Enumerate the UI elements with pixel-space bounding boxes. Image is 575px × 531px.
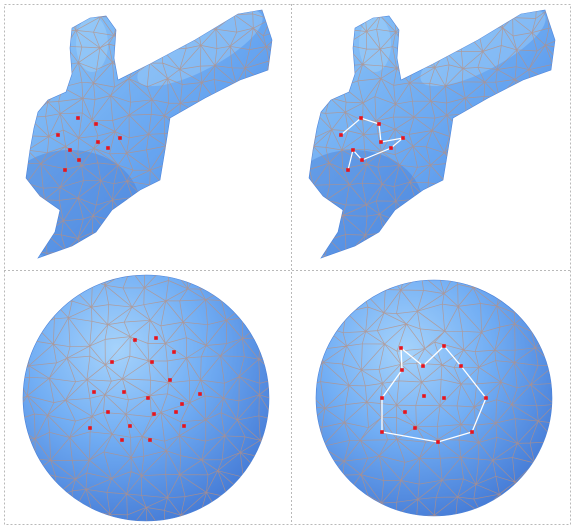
mesh-edges <box>23 275 269 521</box>
sample-point <box>133 338 137 342</box>
sample-point <box>106 410 110 414</box>
sample-points <box>380 344 488 444</box>
sample-point <box>174 410 178 414</box>
sample-point <box>380 430 384 434</box>
sample-point <box>339 133 343 137</box>
sample-points <box>339 116 405 172</box>
sample-point <box>377 122 381 126</box>
sample-point <box>346 168 350 172</box>
sample-point <box>400 368 404 372</box>
sample-point <box>421 364 425 368</box>
sphere-mesh <box>22 274 270 522</box>
sample-point <box>172 350 176 354</box>
sample-point <box>442 344 446 348</box>
panel-sphere-polyline <box>315 279 553 517</box>
sample-point <box>198 392 202 396</box>
sample-point <box>92 390 96 394</box>
sample-point <box>389 146 393 150</box>
sample-point <box>403 410 407 414</box>
sample-point <box>77 158 81 162</box>
sample-points <box>56 116 122 172</box>
sample-point <box>150 360 154 364</box>
sample-point <box>359 116 363 120</box>
sample-point <box>56 133 60 137</box>
sample-point <box>94 122 98 126</box>
panel-bunny-points <box>25 9 273 259</box>
sample-point <box>380 396 384 400</box>
sample-point <box>154 336 158 340</box>
sample-point <box>399 346 403 350</box>
panel-sphere-points <box>22 274 270 522</box>
sample-point <box>88 426 92 430</box>
sample-point <box>351 148 355 152</box>
sample-point <box>180 402 184 406</box>
sample-point <box>401 136 405 140</box>
sample-point <box>110 360 114 364</box>
sample-point <box>459 364 463 368</box>
sample-point <box>470 430 474 434</box>
sample-point <box>63 168 67 172</box>
sample-point <box>96 140 100 144</box>
sample-point <box>182 424 186 428</box>
sample-point <box>168 378 172 382</box>
sample-point <box>360 158 364 162</box>
sample-point <box>436 440 440 444</box>
sample-point <box>148 438 152 442</box>
panel-bunny-polyline <box>308 9 556 259</box>
sample-point <box>484 396 488 400</box>
sample-point <box>76 116 80 120</box>
sample-point <box>413 426 417 430</box>
sample-point <box>146 396 150 400</box>
sample-point <box>442 396 446 400</box>
sample-point <box>106 146 110 150</box>
sample-point <box>152 412 156 416</box>
sample-point <box>68 148 72 152</box>
sample-points <box>88 336 202 442</box>
sample-point <box>122 390 126 394</box>
sample-point <box>120 438 124 442</box>
sample-point <box>118 136 122 140</box>
sample-point <box>128 424 132 428</box>
panel-grid <box>4 4 571 525</box>
sphere-mesh-wireframe <box>23 275 269 521</box>
sample-point <box>379 140 383 144</box>
sample-point <box>422 394 426 398</box>
